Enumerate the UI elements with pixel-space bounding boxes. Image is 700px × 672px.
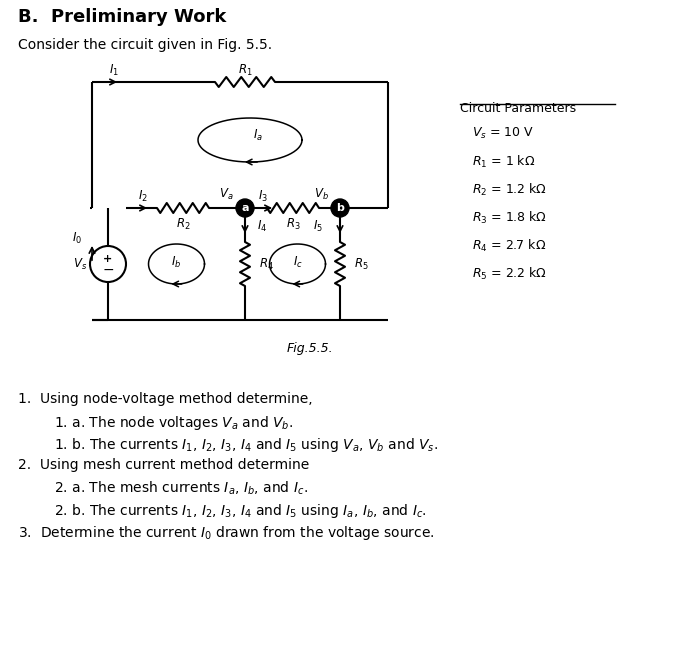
Text: b: b	[336, 203, 344, 213]
Text: a: a	[241, 203, 248, 213]
Text: $V_s$: $V_s$	[73, 257, 87, 271]
Text: $R_3$: $R_3$	[286, 216, 300, 232]
Text: $I_4$: $I_4$	[257, 218, 267, 234]
Text: $R_2$: $R_2$	[176, 216, 190, 232]
Text: $R_4$: $R_4$	[259, 257, 274, 271]
Text: $R_4$ = 2.7 k$\Omega$: $R_4$ = 2.7 k$\Omega$	[472, 238, 546, 254]
Text: 1. b. The currents $I_1$, $I_2$, $I_3$, $I_4$ and $I_5$ using $V_a$, $V_b$ and $: 1. b. The currents $I_1$, $I_2$, $I_3$, …	[54, 436, 438, 454]
Text: $I_c$: $I_c$	[293, 255, 302, 269]
Text: $V_b$: $V_b$	[314, 186, 329, 202]
Circle shape	[331, 199, 349, 217]
Text: $R_5$ = 2.2 k$\Omega$: $R_5$ = 2.2 k$\Omega$	[472, 266, 547, 282]
Text: 2.  Using mesh current method determine: 2. Using mesh current method determine	[18, 458, 309, 472]
Text: Fig.5.5.: Fig.5.5.	[287, 342, 333, 355]
Text: $R_5$: $R_5$	[354, 257, 369, 271]
Text: $I_0$: $I_0$	[72, 230, 82, 245]
Text: $V_a$: $V_a$	[219, 186, 234, 202]
Text: $I_2$: $I_2$	[138, 188, 148, 204]
Text: +: +	[104, 254, 113, 264]
Text: 3.  Determine the current $I_0$ drawn from the voltage source.: 3. Determine the current $I_0$ drawn fro…	[18, 524, 435, 542]
Text: $I_a$: $I_a$	[253, 128, 263, 142]
Text: 2. a. The mesh currents $I_a$, $I_b$, and $I_c$.: 2. a. The mesh currents $I_a$, $I_b$, an…	[54, 480, 308, 497]
Text: 1.  Using node-voltage method determine,: 1. Using node-voltage method determine,	[18, 392, 313, 406]
Text: $I_5$: $I_5$	[313, 218, 323, 234]
Text: B.  Preliminary Work: B. Preliminary Work	[18, 8, 226, 26]
Text: $R_1$: $R_1$	[238, 62, 252, 77]
Text: $R_1$ = 1 k$\Omega$: $R_1$ = 1 k$\Omega$	[472, 154, 536, 170]
Circle shape	[236, 199, 254, 217]
Text: Consider the circuit given in Fig. 5.5.: Consider the circuit given in Fig. 5.5.	[18, 38, 272, 52]
Text: $I_1$: $I_1$	[109, 62, 119, 77]
Text: $V_s$ = 10 V: $V_s$ = 10 V	[472, 126, 534, 141]
Text: $I_3$: $I_3$	[258, 188, 268, 204]
Text: Circuit Parameters: Circuit Parameters	[460, 102, 576, 115]
Text: $R_3$ = 1.8 k$\Omega$: $R_3$ = 1.8 k$\Omega$	[472, 210, 547, 226]
Text: $R_2$ = 1.2 k$\Omega$: $R_2$ = 1.2 k$\Omega$	[472, 182, 547, 198]
Text: 2. b. The currents $I_1$, $I_2$, $I_3$, $I_4$ and $I_5$ using $I_a$, $I_b$, and : 2. b. The currents $I_1$, $I_2$, $I_3$, …	[54, 502, 427, 520]
Text: 1. a. The node voltages $V_a$ and $V_b$.: 1. a. The node voltages $V_a$ and $V_b$.	[54, 414, 293, 432]
Text: −: −	[102, 263, 114, 277]
Text: $I_b$: $I_b$	[172, 255, 182, 269]
